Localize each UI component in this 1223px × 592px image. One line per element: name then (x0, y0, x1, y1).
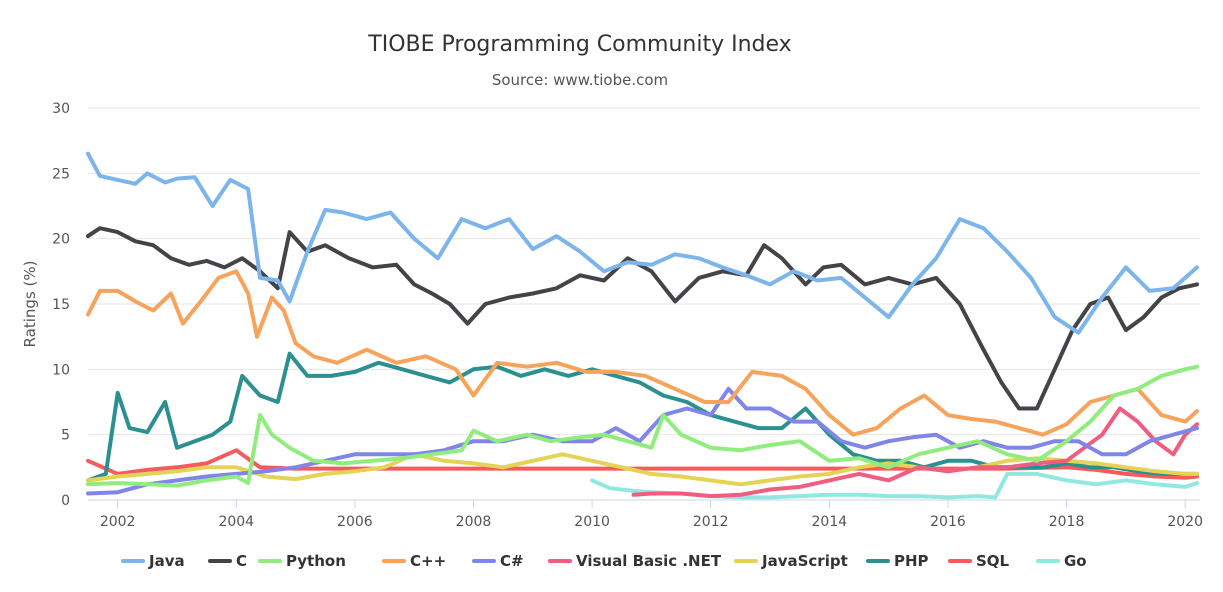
legend-label: JavaScript (761, 552, 848, 570)
x-tick-label: 2020 (1167, 514, 1203, 530)
series-line-python (86, 364, 1199, 488)
legend-label: Visual Basic .NET (576, 552, 722, 570)
series-line-sql (86, 448, 1199, 480)
legend-label: C (236, 552, 247, 570)
legend-label: C# (500, 552, 524, 570)
y-tick-label: 25 (52, 166, 70, 182)
legend-item-sql[interactable]: SQL (948, 552, 1010, 570)
y-tick-label: 5 (61, 428, 70, 444)
series-line-java (86, 151, 1199, 335)
y-tick-label: 10 (52, 362, 70, 378)
legend: Java C Python C++ C# Visual Basic .NET JavaScr… (121, 552, 1087, 570)
y-tick-label: 0 (61, 493, 70, 509)
y-tick-label: 20 (52, 232, 70, 248)
x-tick-label: 2012 (693, 514, 729, 530)
legend-label: C++ (410, 552, 446, 570)
x-tick-label: 2014 (812, 514, 848, 530)
legend-item-python[interactable]: Python (258, 552, 346, 570)
series-line-c (86, 269, 1199, 437)
chart-title: TIOBE Programming Community Index (367, 32, 791, 57)
series-line-visual-basic-net (631, 406, 1199, 499)
x-tick-label: 2018 (1049, 514, 1085, 530)
x-tick-label: 2010 (574, 514, 610, 530)
x-tick-label: 2002 (100, 514, 136, 530)
legend-item-c[interactable]: C# (472, 552, 524, 570)
legend-item-c[interactable]: C (208, 552, 247, 570)
legend-item-visual-basic-net[interactable]: Visual Basic .NET (548, 552, 722, 570)
legend-label: Go (1064, 552, 1087, 570)
legend-item-c[interactable]: C++ (382, 552, 446, 570)
x-tick-label: 2008 (456, 514, 492, 530)
legend-label: SQL (976, 552, 1010, 570)
legend-label: PHP (894, 552, 929, 570)
series-line-c (86, 386, 1199, 496)
x-tick-label: 2016 (930, 514, 966, 530)
legend-item-java[interactable]: Java (121, 552, 185, 570)
x-tick-label: 2004 (218, 514, 254, 530)
y-tick-label: 15 (52, 297, 70, 313)
legend-label: Python (286, 552, 346, 570)
legend-item-javascript[interactable]: JavaScript (734, 552, 848, 570)
legend-label: Java (148, 552, 185, 570)
x-axis-ticks: 2002 2004 2006 2008 2010 2012 2014 2016 2018 2020 (100, 500, 1203, 530)
y-axis-ticks: 0 5 10 15 20 25 30 (52, 101, 70, 509)
x-tick-label: 2006 (337, 514, 373, 530)
legend-item-go[interactable]: Go (1036, 552, 1087, 570)
series-lines (86, 151, 1199, 500)
chart-subtitle: Source: www.tiobe.com (492, 71, 668, 89)
series-line-c (86, 226, 1199, 411)
y-axis-title: Ratings (%) (21, 261, 39, 348)
y-tick-label: 30 (52, 101, 70, 117)
legend-item-php[interactable]: PHP (866, 552, 929, 570)
